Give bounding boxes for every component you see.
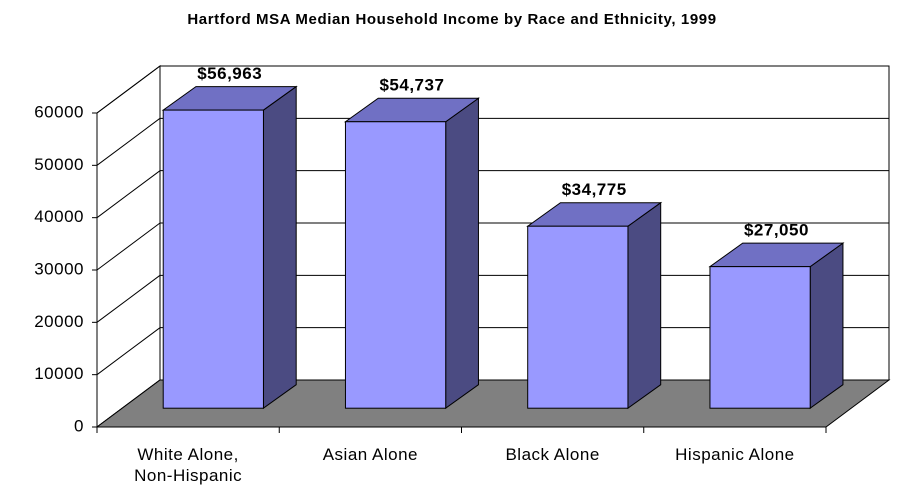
y-tick-label: 10000	[34, 364, 84, 383]
value-label: $56,963	[197, 64, 262, 83]
y-tick-label: 20000	[34, 312, 84, 331]
y-tick-label: 40000	[34, 207, 84, 226]
y-tick-label: 30000	[34, 259, 84, 278]
x-tick-label: Asian Alone	[322, 445, 419, 464]
grid-line	[96, 170, 161, 219]
bar	[527, 225, 629, 409]
bar-side	[627, 201, 662, 410]
bar	[709, 266, 811, 409]
x-tick-label: Hispanic Alone	[675, 445, 795, 464]
bar-side	[262, 85, 297, 410]
grid-line	[96, 274, 161, 323]
chart-title: Hartford MSA Median Household Income by …	[187, 11, 716, 28]
bar	[162, 109, 264, 409]
bar-side	[809, 242, 844, 410]
grid-line	[96, 117, 161, 166]
x-tick-label: Black Alone	[505, 445, 600, 464]
y-tick-label: 50000	[34, 155, 84, 174]
value-label: $54,737	[379, 76, 444, 95]
value-label: $27,050	[744, 221, 809, 240]
grid-line	[96, 327, 161, 376]
value-label: $34,775	[562, 180, 627, 199]
bar	[344, 121, 447, 409]
x-tick-label: White Alone, Non-Hispanic	[134, 445, 243, 485]
y-tick-label: 60000	[34, 102, 84, 121]
bar-side	[445, 97, 479, 410]
grid-line	[96, 65, 161, 114]
y-tick-label: 0	[74, 416, 84, 435]
grid-line	[96, 222, 161, 271]
